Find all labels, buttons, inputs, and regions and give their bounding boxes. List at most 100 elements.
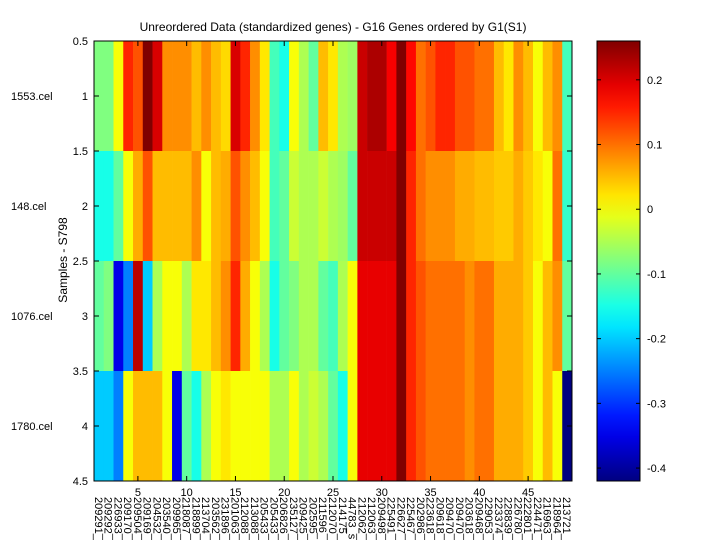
- y-axis-ticks: 0.5 1 1.5 2 2.5 3 3.5 4 4.5: [73, 36, 572, 488]
- heatmap-cell: [513, 41, 524, 151]
- heatmap-cell: [94, 151, 105, 261]
- heatmap-cell: [123, 151, 134, 261]
- heatmap-cell: [201, 41, 212, 151]
- heatmap-cell: [201, 371, 212, 481]
- heatmap-cell: [230, 261, 241, 371]
- gene-label: 218899_: [189, 497, 201, 540]
- heatmap-cell: [269, 41, 280, 151]
- heatmap-cell: [454, 371, 465, 481]
- gene-label: 206826_: [277, 497, 289, 540]
- heatmap-cell: [162, 41, 173, 151]
- heatmap-cell: [308, 371, 319, 481]
- heatmap-cell: [103, 41, 114, 151]
- heatmap-cell: [474, 151, 485, 261]
- heatmap-cell: [464, 41, 475, 151]
- heatmap-cell: [396, 371, 407, 481]
- heatmap-cell: [435, 41, 446, 151]
- gene-label: 213088_: [248, 497, 260, 540]
- x-tick-label: 10: [181, 487, 193, 499]
- heatmap-cell: [220, 41, 231, 151]
- heatmap-cell: [298, 261, 309, 371]
- heatmap-cell: [162, 151, 173, 261]
- gene-label: 209618_: [433, 497, 445, 540]
- heatmap-cell: [376, 261, 387, 371]
- gene-label: 205433_: [267, 497, 279, 540]
- y-axis-label: Samples - S798: [56, 217, 70, 303]
- heatmap-cell: [103, 151, 114, 261]
- heatmap-cell: [181, 371, 192, 481]
- gene-label: 44783_s: [346, 497, 358, 540]
- heatmap-cell: [201, 151, 212, 261]
- heatmap-cell: [347, 151, 358, 261]
- heatmap-cell: [406, 41, 417, 151]
- heatmap-cell: [386, 41, 397, 151]
- column-labels: 209291_209292_226933_209170_209504_20916…: [92, 497, 572, 540]
- y-tick-label: 0.5: [73, 36, 88, 48]
- heatmap-cell: [230, 41, 241, 151]
- gene-label: 203540_: [160, 497, 172, 540]
- heatmap-cell: [503, 261, 514, 371]
- colorbar-tick-label: 0.2: [647, 75, 662, 87]
- heatmap-cell: [308, 261, 319, 371]
- sample-label: 1553.cel: [11, 91, 53, 103]
- gene-label: 209468_: [472, 497, 484, 540]
- heatmap-cell: [298, 371, 309, 481]
- heatmap-cell: [357, 261, 368, 371]
- heatmap-cell: [94, 261, 105, 371]
- colorbar-tick-label: -0.4: [647, 463, 666, 475]
- gene-label: 209498_: [375, 497, 387, 540]
- heatmap-cell: [172, 41, 183, 151]
- heatmap-cell: [542, 371, 553, 481]
- heatmap-cell: [532, 371, 544, 481]
- colorbar: -0.4 -0.3 -0.2 -0.1 0 0.1 0.2: [596, 40, 666, 482]
- heatmap-cell: [113, 261, 124, 371]
- gene-label: 212070_: [326, 497, 338, 540]
- heatmap-cell: [484, 261, 495, 371]
- x-axis-ticks: 5 10 15 20 25 30 35 40 45: [135, 41, 534, 499]
- heatmap-cell: [250, 151, 261, 261]
- heatmap-cell: [152, 41, 163, 151]
- gene-label: 211596_: [316, 497, 328, 540]
- heatmap-cell: [493, 261, 505, 371]
- heatmap-cell: [503, 371, 514, 481]
- heatmap-cell: [523, 41, 534, 151]
- heatmap-cell: [162, 261, 173, 371]
- heatmap-cell: [415, 151, 426, 261]
- heatmap-cell: [259, 261, 270, 371]
- heatmap-cell: [103, 261, 114, 371]
- heatmap-cell: [191, 41, 202, 151]
- heatmap-cell: [435, 371, 446, 481]
- gene-label: 209292_: [102, 497, 114, 540]
- heatmap-cell: [172, 261, 183, 371]
- gene-label: 226627_: [394, 497, 406, 540]
- heatmap-cell: [435, 151, 446, 261]
- heatmap-cell: [474, 41, 485, 151]
- heatmap-cell: [289, 371, 300, 481]
- heatmap-cell: [289, 151, 300, 261]
- gene-label: 214175_: [336, 497, 348, 540]
- heatmap-cell: [94, 41, 105, 151]
- heatmap-cell: [484, 371, 495, 481]
- y-tick-label: 4.5: [73, 476, 88, 488]
- y-tick-label: 3: [82, 311, 88, 323]
- colorbar-tick-label: 0.1: [647, 140, 662, 152]
- x-tick-label: 45: [522, 487, 534, 499]
- heatmap-cell: [94, 371, 105, 481]
- heatmap-cell: [367, 41, 378, 151]
- heatmap-cell: [357, 371, 368, 481]
- heatmap-cell: [250, 41, 261, 151]
- heatmap-cell: [298, 41, 309, 151]
- heatmap-cell: [425, 41, 436, 151]
- gene-label: 235127_: [287, 497, 299, 540]
- heatmap-cell: [318, 151, 329, 261]
- heatmap-cell: [162, 371, 173, 481]
- heatmap-cell: [133, 41, 144, 151]
- heatmap-cell: [474, 371, 485, 481]
- heatmap-cell: [250, 261, 261, 371]
- heatmap-cell: [181, 41, 192, 151]
- gene-label: 223374_: [492, 497, 504, 540]
- heatmap-cell: [240, 261, 251, 371]
- colorbar-tick-label: -0.2: [647, 334, 666, 346]
- heatmap-cell: [415, 371, 426, 481]
- colorbar-frame: [596, 40, 641, 482]
